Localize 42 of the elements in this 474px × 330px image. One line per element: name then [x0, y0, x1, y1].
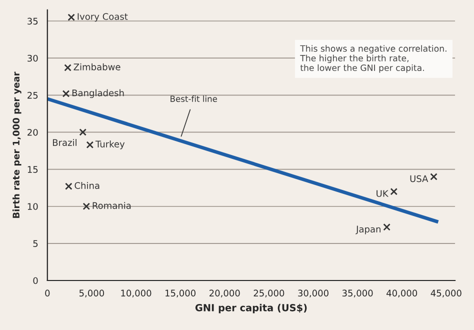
point: [68, 14, 75, 21]
point: [430, 173, 438, 180]
annotation: Romania: [92, 202, 131, 209]
y-tick-label: 35: [28, 18, 38, 25]
y-tick-label: 5: [33, 240, 38, 247]
annotation: Japan: [356, 226, 380, 234]
x-tick-label: 40,000: [386, 290, 418, 298]
x-axis-title: GNI per capita (US$): [195, 304, 307, 314]
annotation: USA: [410, 175, 428, 182]
x-tick-label: 25,000: [254, 290, 284, 298]
point: [79, 128, 86, 136]
annotation: Best-fit line: [170, 96, 218, 102]
point: [62, 90, 70, 98]
point: [383, 223, 390, 231]
x-tick-label: 35,000: [342, 290, 373, 298]
y-tick-label: 0: [33, 277, 38, 284]
annotation: China: [74, 182, 100, 189]
point: [65, 182, 72, 190]
annotation: UK: [376, 190, 389, 197]
x-tick-label: 15,000: [166, 290, 196, 298]
annotation: Bangladesh: [72, 89, 124, 98]
x-tick-label: 45,000: [430, 290, 462, 298]
annotation: Turkey: [95, 140, 125, 150]
x-tick-label: 20,000: [210, 290, 240, 298]
point: [390, 188, 398, 196]
y-tick-label: 10: [28, 203, 38, 210]
point: [64, 64, 72, 72]
point: [82, 202, 90, 210]
annotation: Zimbabwe: [74, 63, 120, 70]
x-tick-label: 0: [45, 290, 50, 297]
y-tick-label: 15: [28, 166, 38, 173]
x-tick-label: 10,000: [121, 290, 152, 298]
x-tick-label: 5,000: [79, 290, 104, 298]
y-tick-label: 30: [28, 54, 38, 62]
annotation: Brazil: [52, 138, 76, 146]
y-axis-title: Birth rate per 1,000 per year: [12, 72, 22, 218]
point: [86, 141, 94, 148]
annotation: Ivory Coast: [78, 13, 128, 22]
x-tick-label: 30,000: [298, 290, 328, 298]
y-tick-label: 25: [28, 92, 38, 99]
annotation: This shows a negative correlation. The higher the birth rate, the lower the GNI per capita.: [300, 45, 446, 73]
y-tick-label: 20: [28, 128, 38, 136]
